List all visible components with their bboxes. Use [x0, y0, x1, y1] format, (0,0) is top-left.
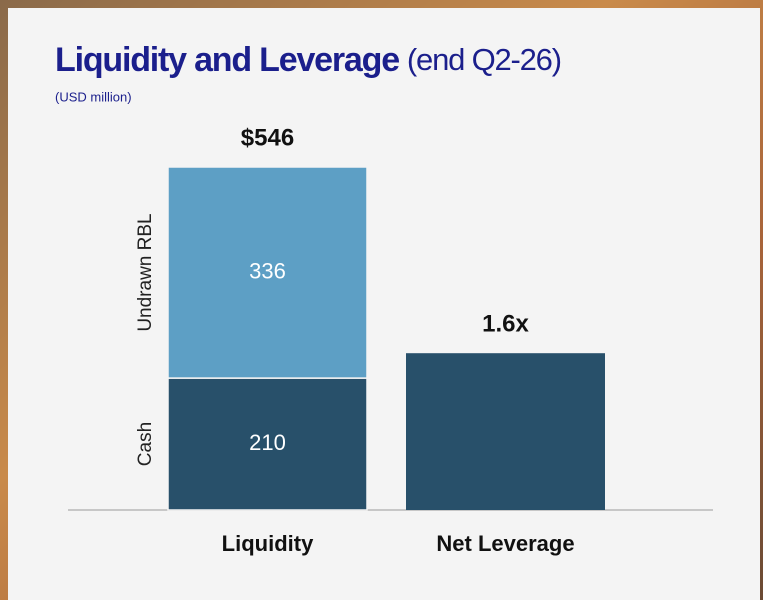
title-main: Liquidity and Leverage	[55, 41, 399, 79]
series-label: Cash	[135, 422, 156, 466]
title: Liquidity and Leverage (end Q2-26)	[55, 41, 561, 79]
x-tick-label: Net Leverage	[436, 531, 574, 556]
bar-segment	[167, 377, 368, 511]
value-label: 1.6x	[482, 311, 529, 338]
x-tick-label: Liquidity	[222, 531, 314, 556]
bar	[406, 353, 605, 510]
value-label: 210	[249, 430, 286, 455]
value-label: 336	[249, 258, 286, 283]
total-label: $546	[241, 124, 294, 151]
card	[8, 8, 760, 600]
bar-segment	[167, 166, 368, 379]
units-note: (USD million)	[55, 89, 132, 104]
title-suffix: (end Q2-26)	[407, 42, 561, 77]
series-label: Undrawn RBL	[135, 213, 156, 331]
